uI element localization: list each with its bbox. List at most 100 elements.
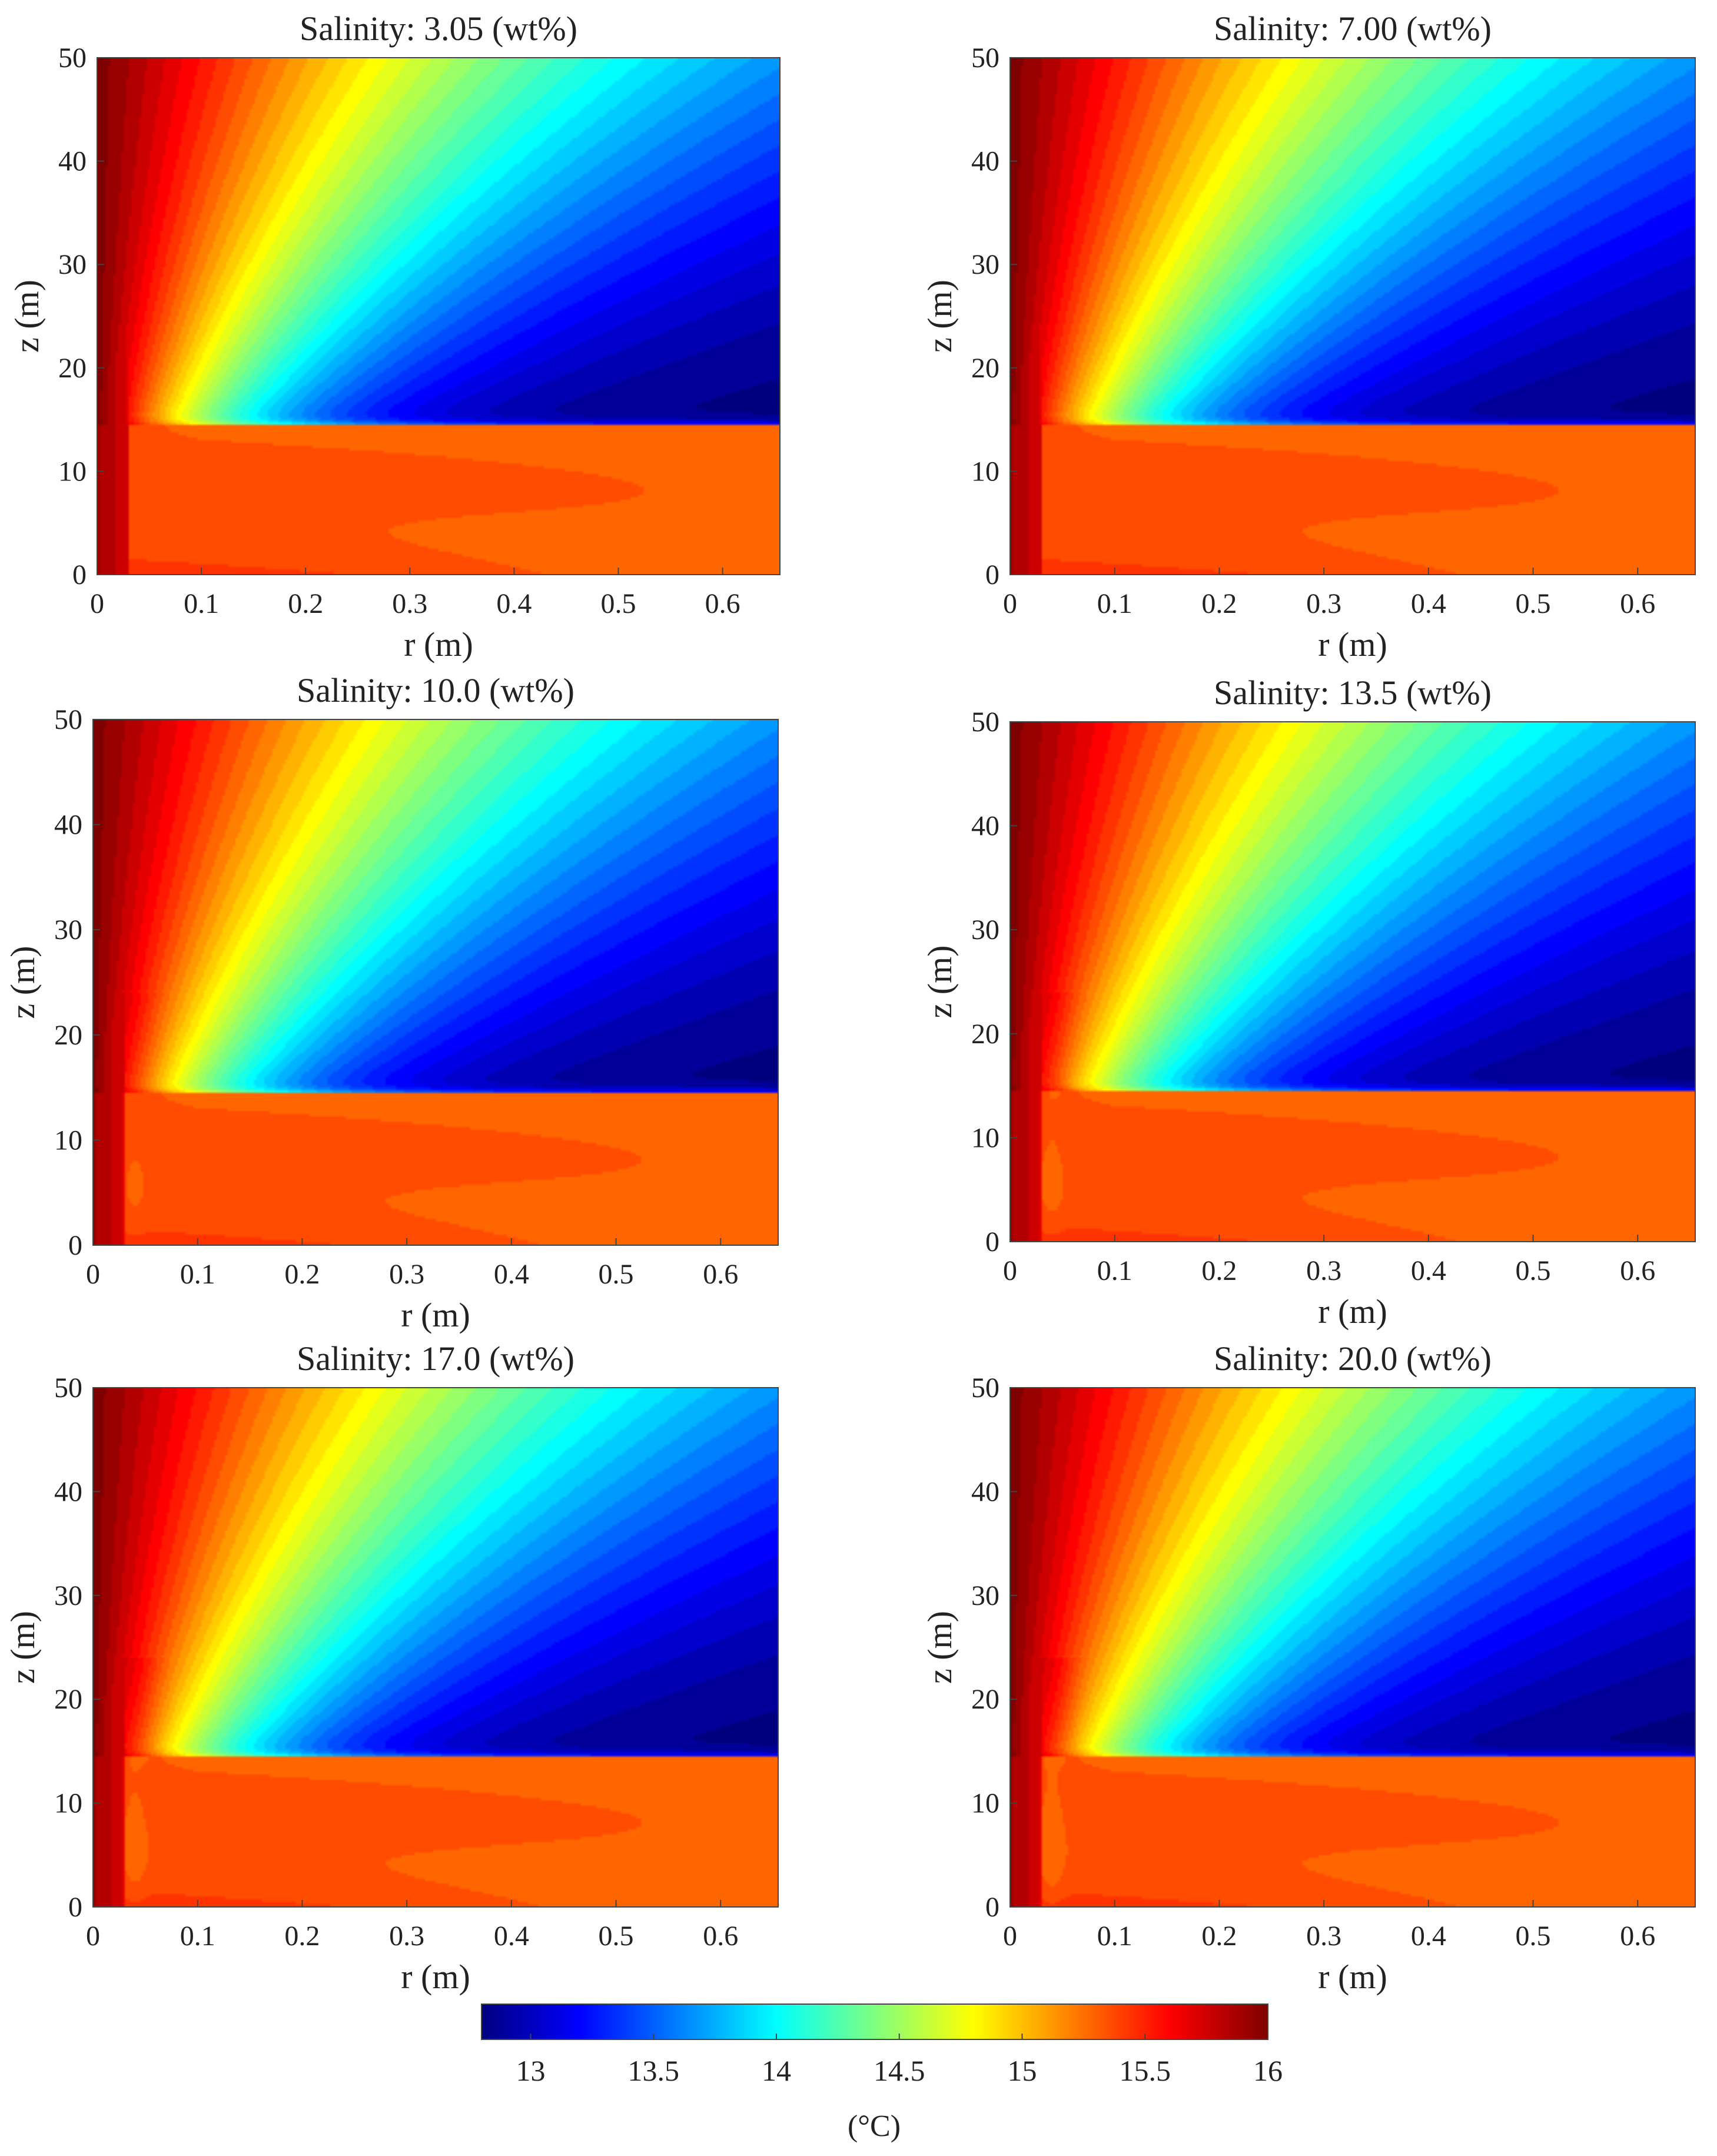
x-tick-label: 0.2 — [1201, 1255, 1237, 1286]
x-tick-label: 0.6 — [1620, 1255, 1655, 1286]
colorbar: 13 13.5 14 14.5 15 15.5 16 (°C) — [481, 2004, 1283, 2143]
colorbar-tick-label: 16 — [1253, 2054, 1283, 2087]
temperature-field — [93, 1388, 778, 1907]
plot-frame — [92, 719, 779, 1246]
y-tick-label: 10 — [54, 1125, 82, 1156]
x-axis-label: r (m) — [401, 1296, 470, 1334]
x-tick-label: 0.2 — [1201, 1921, 1237, 1952]
y-tick-label: 0 — [68, 1892, 82, 1923]
y-tick-label: 10 — [58, 456, 87, 487]
x-tick-label: 0 — [86, 1259, 100, 1290]
panel-4: Salinity: 13.5 (wt%) 0 0.1 0.2 0.3 0.4 0.5 0.6 0… — [921, 674, 1696, 1331]
x-tick-label: 0 — [90, 588, 104, 619]
y-tick-label: 50 — [54, 1372, 82, 1404]
x-tick-label: 0.3 — [389, 1259, 424, 1290]
y-tick-label: 0 — [72, 559, 87, 591]
x-tick-label: 0.1 — [180, 1259, 215, 1290]
panel-title: Salinity: 13.5 (wt%) — [1214, 674, 1492, 712]
x-tick-label: 0.1 — [180, 1921, 215, 1952]
panel-6: Salinity: 20.0 (wt%) 0 0.1 0.2 0.3 0.4 0.5 0.6 0… — [921, 1339, 1696, 1996]
x-axis-label: r (m) — [1318, 1292, 1387, 1331]
x-tick-label: 0.2 — [288, 588, 323, 619]
x-tick-label: 0.2 — [284, 1259, 320, 1290]
colorbar-unit-label: (°C) — [848, 2109, 901, 2143]
x-tick-label: 0.5 — [1516, 1921, 1551, 1952]
x-tick-label: 0.3 — [1306, 588, 1341, 619]
x-tick-label: 0.1 — [184, 588, 219, 619]
plot-frame — [92, 1387, 779, 1908]
y-tick-label: 0 — [985, 1892, 999, 1923]
panel-title: Salinity: 17.0 (wt%) — [297, 1339, 574, 1378]
y-tick-label: 10 — [54, 1788, 82, 1819]
x-tick-label: 0.3 — [1306, 1921, 1341, 1952]
y-tick-label: 0 — [985, 559, 999, 591]
x-tick-label: 0.6 — [703, 1259, 738, 1290]
x-tick-label: 0.4 — [494, 1259, 529, 1290]
x-tick-label: 0.6 — [1620, 588, 1655, 619]
y-tick-label: 30 — [971, 1580, 999, 1611]
y-tick-label: 50 — [971, 1372, 999, 1404]
y-tick-label: 10 — [971, 1788, 999, 1819]
colorbar-tick-label: 13.5 — [628, 2054, 680, 2087]
panel-3: Salinity: 10.0 (wt%) 0 0.1 0.2 0.3 0.4 0.5 0.6 0… — [4, 671, 779, 1334]
panel-2: Salinity: 7.00 (wt%) 0 0.1 0.2 0.3 0.4 0.5 0.6 0… — [921, 9, 1696, 664]
y-tick-label: 50 — [971, 42, 999, 74]
y-tick-label: 0 — [68, 1230, 82, 1261]
x-axis-label: r (m) — [404, 625, 473, 664]
x-tick-label: 0.1 — [1097, 1255, 1133, 1286]
y-axis-label: z (m) — [4, 946, 42, 1019]
y-axis-label: z (m) — [921, 1611, 959, 1684]
y-tick-label: 20 — [971, 1019, 999, 1050]
y-tick-label: 20 — [54, 1020, 82, 1051]
x-tick-label: 0.5 — [600, 588, 636, 619]
y-tick-label: 20 — [58, 353, 87, 384]
x-axis-label: r (m) — [1318, 625, 1387, 664]
panel-1: Salinity: 3.05 (wt%) 0 0.1 0.2 0.3 0.4 0.5 0.6 0… — [8, 9, 781, 664]
x-axis-label: r (m) — [1318, 1958, 1387, 1996]
panel-title: Salinity: 7.00 (wt%) — [1214, 9, 1492, 48]
y-tick-label: 40 — [54, 1476, 82, 1507]
panel-title: Salinity: 20.0 (wt%) — [1214, 1339, 1492, 1378]
temperature-field — [97, 58, 780, 575]
x-tick-label: 0.3 — [392, 588, 427, 619]
x-tick-label: 0 — [86, 1921, 100, 1952]
y-tick-label: 20 — [971, 353, 999, 384]
colorbar-tick-label: 15 — [1008, 2054, 1037, 2087]
y-tick-label: 30 — [971, 914, 999, 946]
y-tick-label: 40 — [971, 1476, 999, 1507]
y-tick-label: 30 — [54, 1580, 82, 1611]
y-tick-label: 0 — [985, 1226, 999, 1258]
y-tick-label: 40 — [971, 146, 999, 177]
y-axis-label: z (m) — [921, 280, 959, 353]
y-tick-label: 10 — [971, 456, 999, 487]
x-tick-label: 0.4 — [1411, 588, 1446, 619]
colorbar-frame — [481, 2004, 1268, 2040]
x-tick-label: 0.2 — [1201, 588, 1237, 619]
y-tick-label: 40 — [971, 811, 999, 842]
x-axis-label: r (m) — [401, 1958, 470, 1996]
colorbar-tick-label: 15.5 — [1120, 2054, 1171, 2087]
panel-title: Salinity: 10.0 (wt%) — [297, 671, 574, 709]
plot-frame — [1009, 721, 1696, 1242]
y-tick-label: 40 — [58, 146, 87, 177]
temperature-field — [93, 719, 778, 1245]
temperature-field — [1010, 1388, 1695, 1907]
y-tick-label: 20 — [971, 1684, 999, 1715]
x-tick-label: 0.3 — [389, 1921, 424, 1952]
x-tick-label: 0.4 — [494, 1921, 529, 1952]
y-tick-label: 50 — [58, 42, 87, 74]
x-tick-label: 0.1 — [1097, 588, 1133, 619]
x-tick-label: 0.5 — [599, 1259, 634, 1290]
x-tick-label: 0.3 — [1306, 1255, 1341, 1286]
colorbar-tick-label: 14 — [762, 2054, 791, 2087]
x-tick-label: 0.5 — [1516, 1255, 1551, 1286]
x-tick-label: 0.6 — [703, 1921, 738, 1952]
y-tick-label: 40 — [54, 810, 82, 841]
plot-frame — [1009, 1387, 1696, 1908]
x-tick-label: 0 — [1003, 1255, 1017, 1286]
x-tick-label: 0.4 — [1411, 1255, 1446, 1286]
y-axis-label: z (m) — [921, 946, 959, 1019]
x-tick-label: 0.4 — [496, 588, 532, 619]
y-tick-label: 30 — [971, 249, 999, 280]
